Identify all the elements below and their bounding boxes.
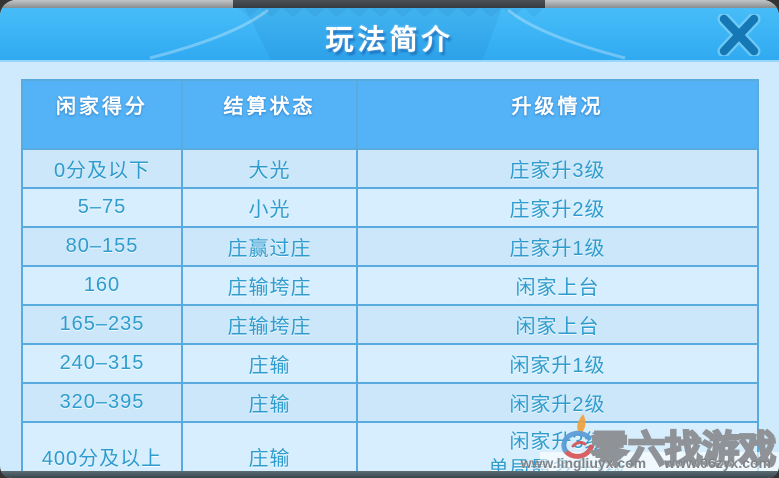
result-cell: 闲家升3级 单局最多升3级 (356, 421, 759, 478)
close-icon (717, 14, 761, 56)
top-frame-strip-center (233, 0, 545, 8)
watermark-url-1: www.lingliuyx.com (520, 455, 647, 471)
watermark-backing (540, 452, 779, 472)
watermark-brand-text: 零六找游戏 (590, 428, 778, 472)
result-cell: 闲家升1级 (356, 343, 759, 384)
table-row: 160 庄输垮庄 闲家上台 (21, 265, 759, 306)
dialog-title: 玩法简介 (325, 24, 454, 55)
table-row: 0分及以下 大光 庄家升3级 (21, 148, 759, 189)
watermark-url-2: www.06zyx.com (664, 455, 771, 471)
score-cell: 0分及以下 (21, 148, 183, 189)
score-cell: 160 (21, 265, 183, 306)
result-line-1: 闲家升3级 (509, 431, 606, 453)
result-cell: 庄家升1级 (356, 226, 759, 267)
table-row: 5–75 小光 庄家升2级 (21, 187, 759, 228)
table-row: 400分及以上 庄输 闲家升3级 单局最多升3级 (21, 421, 759, 478)
status-cell: 小光 (181, 187, 358, 228)
score-cell: 80–155 (21, 226, 183, 267)
status-cell: 庄输 (181, 421, 358, 478)
close-button[interactable] (713, 12, 765, 58)
table-header-row: 闲家得分 结算状态 升级情况 (21, 79, 759, 150)
table-row: 80–155 庄赢过庄 庄家升1级 (21, 226, 759, 267)
result-cell: 闲家上台 (356, 265, 759, 306)
header-settle-status: 结算状态 (181, 79, 358, 150)
status-cell: 庄输 (181, 382, 358, 423)
table-row: 240–315 庄输 闲家升1级 (21, 343, 759, 384)
titlebar-banner-shape (245, 8, 502, 62)
result-cell: 庄家升3级 (356, 148, 759, 189)
titlebar-zigzag-pattern (238, 8, 544, 17)
status-cell: 庄输 (181, 343, 358, 384)
status-cell: 大光 (181, 148, 358, 189)
result-cell: 闲家升2级 (356, 382, 759, 423)
dialog-titlebar: 玩法简介 (0, 8, 779, 62)
score-cell: 240–315 (21, 343, 183, 384)
table-row: 165–235 庄输垮庄 闲家上台 (21, 304, 759, 345)
header-player-score: 闲家得分 (21, 79, 183, 150)
watermark-urls: www.lingliuyx.com www.06zyx.com (521, 455, 771, 471)
result-cell: 闲家上台 (356, 304, 759, 345)
score-cell: 5–75 (21, 187, 183, 228)
score-cell: 400分及以上 (21, 421, 183, 478)
status-cell: 庄输垮庄 (181, 304, 358, 345)
status-cell: 庄输垮庄 (181, 265, 358, 306)
bottom-frame-strip (0, 471, 779, 478)
rules-table: 闲家得分 结算状态 升级情况 0分及以下 大光 庄家升3级 5–75 小光 庄家… (21, 79, 759, 478)
header-upgrade-result: 升级情况 (356, 79, 759, 150)
status-cell: 庄赢过庄 (181, 226, 358, 267)
table-row: 320–395 庄输 闲家升2级 (21, 382, 759, 423)
watermark-logo-icon (561, 414, 594, 459)
score-cell: 165–235 (21, 304, 183, 345)
score-cell: 320–395 (21, 382, 183, 423)
result-cell: 庄家升2级 (356, 187, 759, 228)
